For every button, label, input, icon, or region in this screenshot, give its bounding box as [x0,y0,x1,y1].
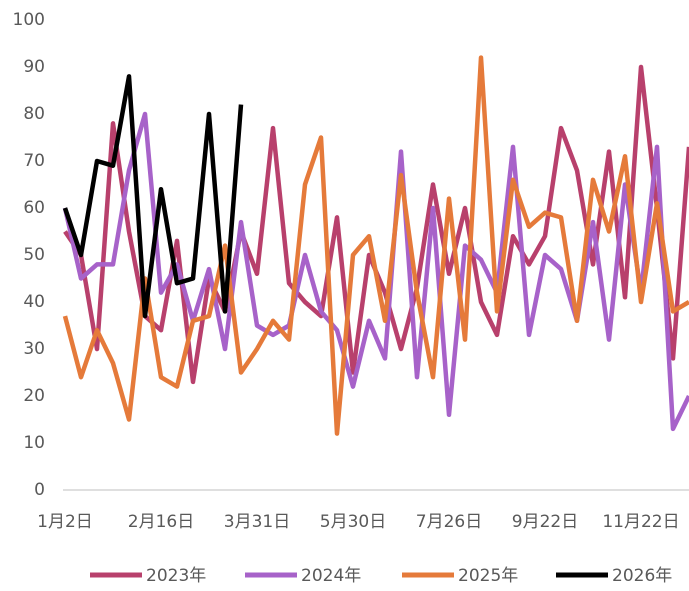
x-tick-label: 1月2日 [37,512,93,532]
legend-label: 2025年 [458,566,518,586]
series-line [62,55,689,436]
y-tick-label: 40 [23,292,45,312]
legend-label: 2024年 [301,566,361,586]
y-tick-label: 50 [23,245,45,265]
x-tick-label: 7月26日 [416,512,482,532]
y-tick-label: 30 [23,339,45,359]
y-tick-label: 80 [23,104,45,124]
series-line [62,74,244,319]
y-tick-label: 90 [23,57,45,77]
y-tick-label: 100 [13,10,45,30]
x-tick-label: 5月30日 [320,512,386,532]
series-line [62,111,689,432]
y-tick-label: 70 [23,151,45,171]
y-tick-label: 10 [23,433,45,453]
x-tick-label: 3月31日 [224,512,290,532]
y-tick-label: 60 [23,198,45,218]
x-tick-label: 11月22日 [602,512,679,532]
y-tick-label: 20 [23,386,45,406]
legend-label: 2023年 [146,566,206,586]
y-tick-label: 0 [34,480,45,500]
x-tick-label: 2月16日 [128,512,194,532]
legend-label: 2026年 [612,566,672,586]
x-tick-label: 9月22日 [512,512,578,532]
